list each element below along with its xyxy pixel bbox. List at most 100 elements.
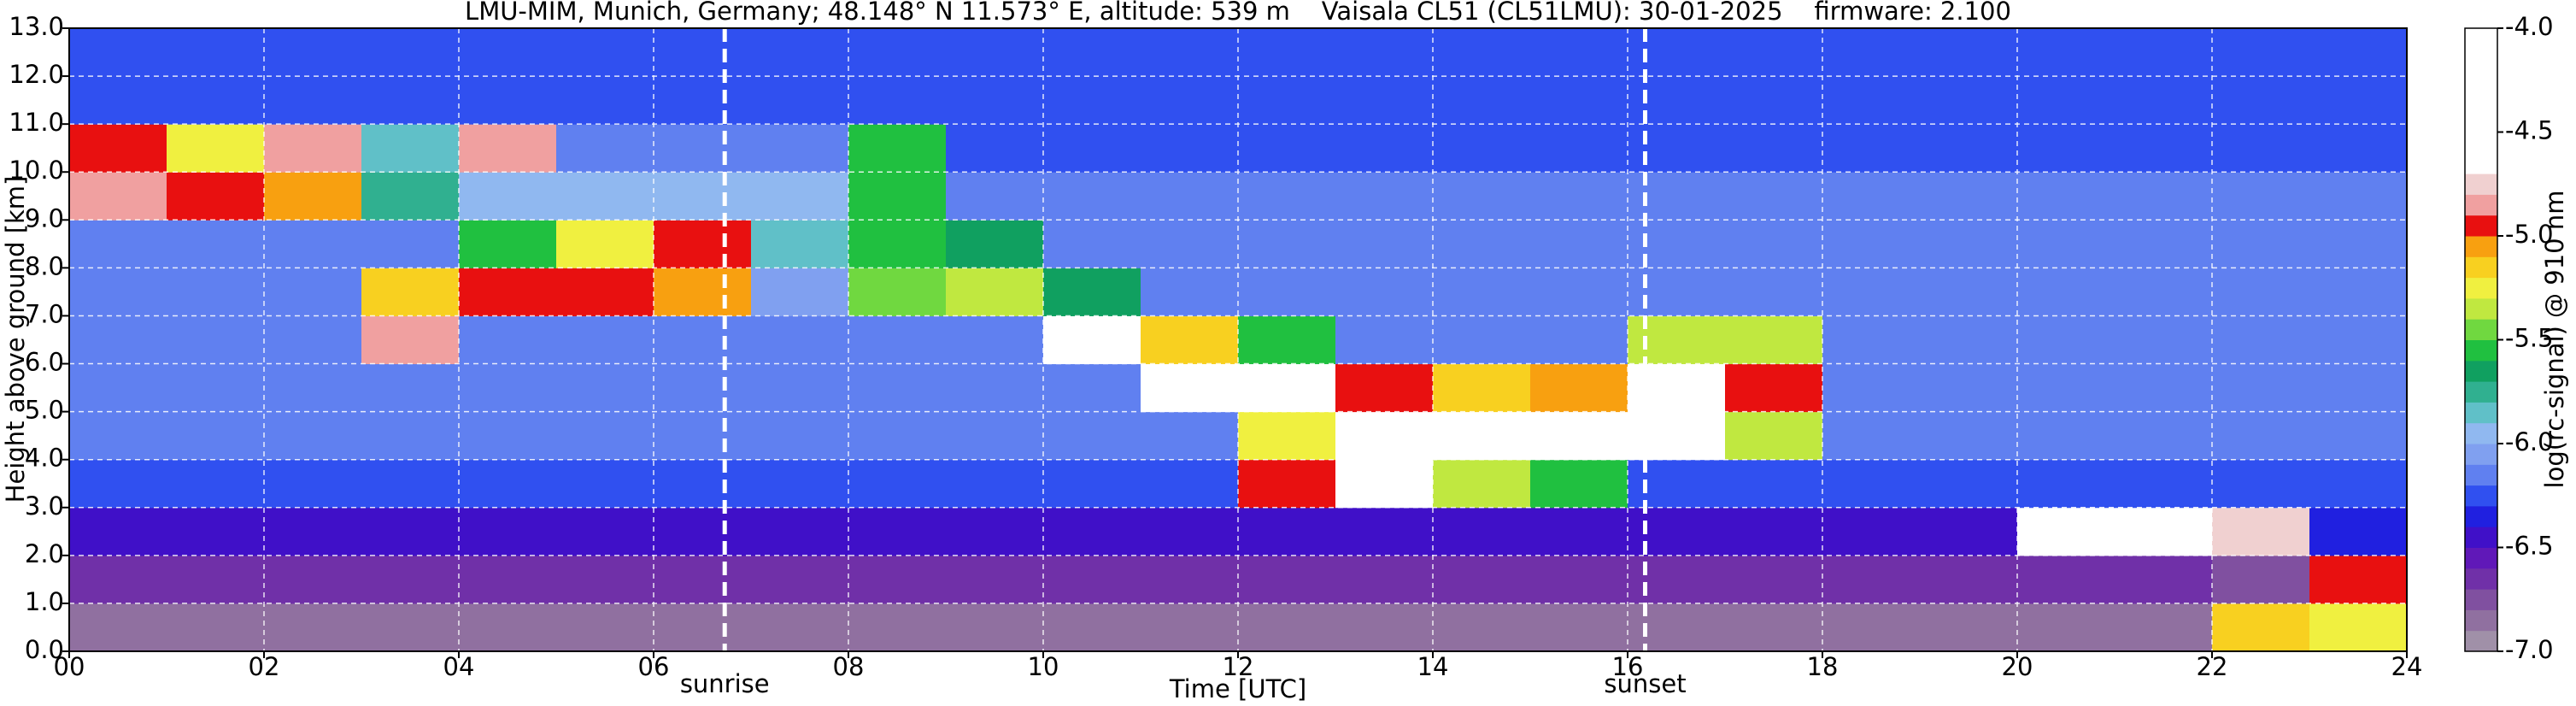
heatmap-cell (1238, 459, 1336, 509)
y-tick-label: 10.0 (9, 156, 64, 185)
heatmap-cell (751, 363, 849, 413)
heatmap-cell (1043, 28, 1141, 77)
heatmap-cell (848, 459, 947, 509)
heatmap-cell (1725, 555, 1823, 604)
colorbar-band (2465, 568, 2497, 590)
heatmap-cell (264, 220, 362, 268)
colorbar-band (2465, 236, 2497, 257)
heatmap-cell (1628, 76, 1726, 125)
heatmap-cell (556, 459, 654, 509)
heatmap-cell (751, 411, 849, 461)
heatmap-cell (751, 555, 849, 604)
heatmap-cell (1335, 459, 1434, 509)
heatmap-cell (1920, 124, 2018, 173)
heatmap-cell (167, 507, 265, 556)
heatmap-cell (69, 459, 167, 509)
heatmap-cell (1141, 459, 1239, 509)
heatmap-cell (946, 411, 1044, 461)
heatmap-cell (1530, 124, 1628, 173)
heatmap-cell (1822, 507, 1921, 556)
heatmap-cell (69, 124, 167, 173)
heatmap-cell (2309, 411, 2408, 461)
heatmap-cell (459, 555, 557, 604)
heatmap-cell (1433, 28, 1531, 77)
heatmap-cell (1628, 315, 1726, 365)
heatmap-cell (1433, 507, 1531, 556)
heatmap-cell (654, 172, 752, 221)
heatmap-cell (2309, 507, 2408, 556)
colorbar-tick-label: -5.0 (2505, 220, 2554, 249)
heatmap-cell (1335, 411, 1434, 461)
heatmap-cell (264, 363, 362, 413)
heatmap-cell (1335, 268, 1434, 316)
heatmap-cell (1433, 172, 1531, 221)
heatmap-cell (751, 220, 849, 268)
heatmap-cell (848, 555, 947, 604)
colorbar-band (2465, 215, 2497, 237)
heatmap-cell (1920, 603, 2018, 652)
heatmap-cell (69, 220, 167, 268)
x-tick-label: 18 (1807, 652, 1839, 681)
heatmap-cell (654, 603, 752, 652)
heatmap-cell (2115, 315, 2213, 365)
heatmap-cell (556, 315, 654, 365)
heatmap-cell (167, 459, 265, 509)
heatmap-cell (1335, 555, 1434, 604)
heatmap-cell (1433, 603, 1531, 652)
heatmap-cell (556, 555, 654, 604)
colorbar-band (2465, 256, 2497, 279)
heatmap-cell (2115, 124, 2213, 173)
colorbar-band (2465, 339, 2497, 362)
heatmap-cell (1530, 363, 1628, 413)
heatmap-cell (459, 76, 557, 125)
heatmap-cell (556, 603, 654, 652)
heatmap-cell (946, 315, 1044, 365)
heatmap-cell (1530, 172, 1628, 221)
heatmap-cell (1530, 555, 1628, 604)
heatmap-cell (1433, 459, 1531, 509)
heatmap-cell (1530, 268, 1628, 316)
heatmap-cell (946, 220, 1044, 268)
heatmap-cell (1822, 315, 1921, 365)
heatmap-cell (1433, 411, 1531, 461)
heatmap-cell (167, 411, 265, 461)
heatmap-cell (848, 124, 947, 173)
x-axis-label: Time [UTC] (1169, 674, 1306, 703)
heatmap-cell (1433, 220, 1531, 268)
colorbar-band (2465, 402, 2497, 424)
heatmap-cell (654, 220, 752, 268)
heatmap-cell (459, 124, 557, 173)
annotation-label: sunrise (680, 669, 770, 698)
heatmap-cell (556, 268, 654, 316)
heatmap-cell (459, 268, 557, 316)
heatmap-cell (1043, 411, 1141, 461)
heatmap-cell (1433, 124, 1531, 173)
x-tick-label: 02 (249, 652, 280, 681)
x-tick-label: 04 (443, 652, 475, 681)
heatmap-cell (69, 268, 167, 316)
heatmap-cell (751, 268, 849, 316)
y-tick-label: 12.0 (9, 60, 64, 89)
heatmap-cell (361, 268, 460, 316)
heatmap-cell (69, 315, 167, 365)
heatmap-cell (1238, 76, 1336, 125)
heatmap-cell (946, 268, 1044, 316)
heatmap-cell (459, 220, 557, 268)
heatmap-cell (459, 507, 557, 556)
heatmap-cell (2309, 363, 2408, 413)
heatmap-cell (654, 268, 752, 316)
heatmap-cell (264, 603, 362, 652)
heatmap-cell (654, 28, 752, 77)
heatmap-cell (167, 124, 265, 173)
heatmap-cell (2017, 603, 2115, 652)
heatmap-cell (1920, 220, 2018, 268)
colorbar-band (2465, 609, 2497, 632)
heatmap-cell (1628, 459, 1726, 509)
heatmap-cell (2212, 220, 2310, 268)
x-tick-label: 20 (2002, 652, 2033, 681)
colorbar-tick-label: -5.5 (2505, 324, 2554, 353)
heatmap-cell (2212, 459, 2310, 509)
heatmap-cell (1335, 124, 1434, 173)
heatmap-cell (1530, 411, 1628, 461)
heatmap-cell (1141, 28, 1239, 77)
